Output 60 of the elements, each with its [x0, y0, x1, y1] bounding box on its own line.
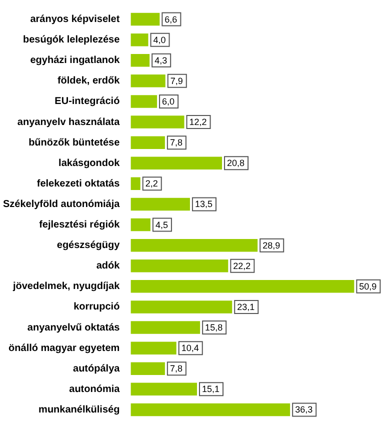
y-tick-label: felekezeti oktatás	[36, 178, 120, 190]
y-tick-label: egészségügy	[56, 240, 120, 252]
y-tick-label: földek, erdők	[57, 76, 120, 87]
bar	[130, 260, 228, 272]
data-label: 4,3	[154, 55, 168, 66]
data-label: 28,9	[262, 240, 280, 250]
y-tick-label: korrupció	[74, 302, 120, 313]
bar	[130, 321, 200, 334]
data-label: 15,1	[202, 384, 220, 394]
data-label: 4,0	[153, 34, 166, 45]
y-tick-label: autonómia	[69, 384, 120, 395]
y-tick-label: egyházi ingatlanok	[30, 55, 120, 66]
y-tick-label: önálló magyar egyetem	[8, 342, 120, 354]
data-label: 2,2	[145, 178, 158, 189]
data-label: 7,8	[170, 364, 182, 374]
bar	[130, 12, 160, 26]
data-label: 22,2	[233, 260, 251, 271]
bar	[130, 238, 258, 252]
data-label: 6,0	[162, 96, 175, 106]
bar	[130, 74, 166, 88]
bar	[130, 33, 148, 46]
data-label: 20,8	[227, 158, 245, 168]
data-label: 50,9	[359, 281, 377, 292]
data-label: 4,5	[155, 220, 168, 230]
y-tick-label: adók	[96, 260, 120, 272]
bar	[130, 382, 197, 396]
data-label: 23,1	[237, 302, 255, 312]
y-tick-label: lakásgondok	[58, 158, 120, 169]
bar	[130, 342, 176, 354]
y-tick-label: jövedelmek, nyugdíjak	[12, 281, 120, 292]
data-label: 15,8	[205, 322, 223, 333]
bar	[130, 177, 140, 190]
y-tick-label: munkanélküliség	[38, 404, 120, 416]
data-label: 6,6	[164, 14, 178, 24]
data-label: 12,2	[189, 117, 207, 128]
y-tick-label: autópálya	[73, 363, 120, 374]
bar	[130, 54, 150, 67]
bar	[130, 218, 150, 232]
bar	[130, 403, 290, 416]
data-label: 36,3	[295, 404, 313, 415]
bar	[130, 362, 165, 375]
data-label: 7,9	[170, 76, 183, 86]
data-label: 13,5	[194, 199, 212, 210]
data-label: 7,8	[170, 138, 182, 148]
y-tick-label: fejlesztési régiók	[39, 220, 120, 231]
y-tick-label: Székelyföld autonómiája	[2, 198, 120, 210]
y-tick-label: bűnözők büntetése	[28, 137, 120, 148]
bar	[130, 280, 354, 293]
bar	[130, 300, 232, 314]
bar	[130, 198, 190, 211]
y-tick-label: EU-integráció	[54, 96, 120, 108]
bar	[130, 136, 165, 149]
data-label: 10,4	[181, 343, 199, 354]
y-tick-label: arányos képviselet	[30, 14, 120, 26]
y-tick-label: besúgók leleplezése	[22, 34, 120, 46]
bar	[130, 116, 184, 128]
bar	[130, 156, 222, 170]
bar	[130, 95, 158, 108]
y-tick-label: anyanyelv használata	[17, 116, 120, 128]
y-tick-label: anyanyelvű oktatás	[27, 322, 120, 334]
